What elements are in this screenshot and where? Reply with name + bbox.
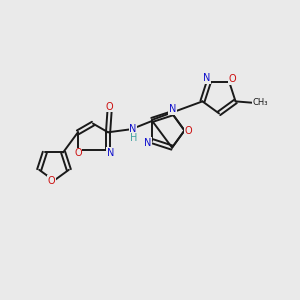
Text: N: N xyxy=(203,73,210,83)
Text: H: H xyxy=(130,133,137,143)
Text: O: O xyxy=(48,176,56,186)
Text: N: N xyxy=(107,148,114,158)
Text: N: N xyxy=(129,124,137,134)
Text: O: O xyxy=(74,148,82,158)
Text: CH₃: CH₃ xyxy=(253,98,268,107)
Text: O: O xyxy=(106,102,113,112)
Text: O: O xyxy=(228,74,236,84)
Text: O: O xyxy=(184,125,192,136)
Text: N: N xyxy=(169,104,176,114)
Text: N: N xyxy=(144,138,152,148)
